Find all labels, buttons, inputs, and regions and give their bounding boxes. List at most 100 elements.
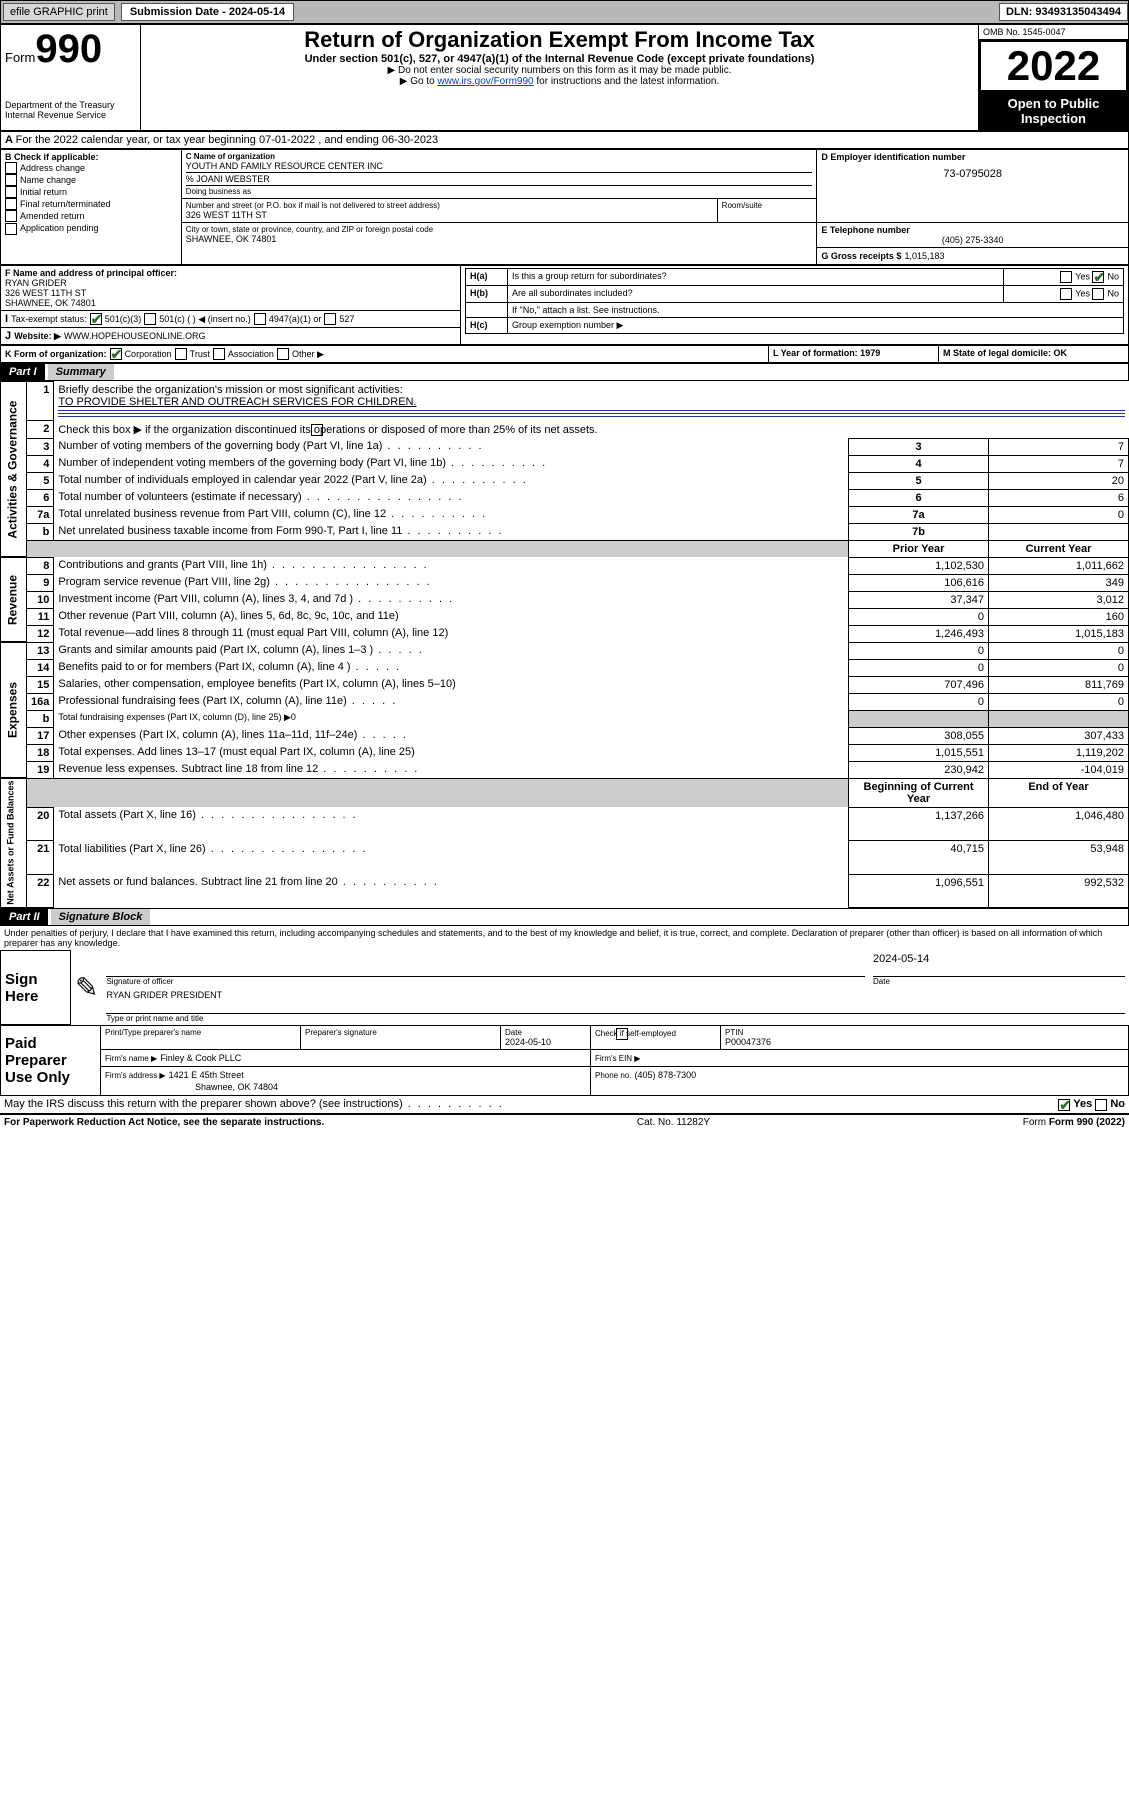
l19p: 230,942 bbox=[849, 761, 989, 778]
k-corp[interactable] bbox=[110, 348, 122, 360]
irs-link[interactable]: www.irs.gov/Form990 bbox=[437, 76, 533, 87]
k-trust[interactable] bbox=[175, 348, 187, 360]
i-4947[interactable] bbox=[254, 313, 266, 325]
pp-date-lbl: Date bbox=[505, 1028, 586, 1037]
tax-year: 2022 bbox=[979, 40, 1128, 92]
l20t: Total assets (Part X, line 16) bbox=[58, 809, 196, 821]
irs-label: Internal Revenue Service bbox=[5, 110, 136, 120]
l16at: Professional fundraising fees (Part IX, … bbox=[58, 695, 346, 707]
sign-here: Sign Here bbox=[1, 951, 71, 1025]
section-e-label: E Telephone number bbox=[821, 225, 1124, 235]
k-o1: Corporation bbox=[125, 349, 172, 359]
vlabel-net: Net Assets or Fund Balances bbox=[1, 778, 27, 908]
line-a-text: For the 2022 calendar year, or tax year … bbox=[16, 134, 439, 146]
l12c: 1,015,183 bbox=[989, 625, 1129, 642]
irs-discuss-yes[interactable] bbox=[1058, 1099, 1070, 1111]
section-m: M State of legal domicile: OK bbox=[939, 346, 1129, 363]
efile-print-button[interactable]: efile GRAPHIC print bbox=[3, 3, 115, 21]
irs-no-lbl: No bbox=[1110, 1098, 1125, 1110]
checkbox-initial-return[interactable] bbox=[5, 186, 17, 198]
l3n: 3 bbox=[27, 438, 54, 455]
i-o1: 501(c)(3) bbox=[105, 314, 142, 324]
firm-phone-lbl: Phone no. bbox=[595, 1071, 631, 1080]
submission-date: Submission Date - 2024-05-14 bbox=[121, 3, 294, 21]
l15t: Salaries, other compensation, employee b… bbox=[58, 678, 455, 690]
col-prior: Prior Year bbox=[849, 540, 989, 557]
goto-post: for instructions and the latest informat… bbox=[534, 76, 720, 87]
section-i-label: Tax-exempt status: bbox=[11, 314, 87, 324]
l11n: 11 bbox=[27, 608, 54, 625]
checkbox-name-change[interactable] bbox=[5, 174, 17, 186]
l7av: 0 bbox=[989, 506, 1129, 523]
l16bc bbox=[989, 710, 1129, 727]
l16an: 16a bbox=[27, 693, 54, 710]
h-b-text: Are all subordinates included? bbox=[508, 286, 1004, 303]
preparer-block: Paid Preparer Use Only Print/Type prepar… bbox=[0, 1025, 1129, 1096]
line2-checkbox[interactable] bbox=[311, 424, 323, 436]
col-beg: Beginning of Current Year bbox=[849, 778, 989, 807]
l7bv bbox=[989, 523, 1129, 540]
sig-officer-line[interactable] bbox=[106, 953, 865, 977]
l17t: Other expenses (Part IX, column (A), lin… bbox=[58, 729, 357, 741]
ptin-lbl: PTIN bbox=[725, 1028, 1124, 1037]
l6t: Total number of volunteers (estimate if … bbox=[58, 491, 301, 503]
l19c: -104,019 bbox=[989, 761, 1129, 778]
pp-date-val: 2024-05-10 bbox=[505, 1037, 586, 1047]
sig-date-lbl: Date bbox=[873, 977, 1125, 986]
k-o3: Association bbox=[228, 349, 274, 359]
self-employed-checkbox[interactable] bbox=[616, 1028, 628, 1040]
l16bp bbox=[849, 710, 989, 727]
l7bn: b bbox=[27, 523, 54, 540]
l8n: 8 bbox=[27, 557, 54, 574]
form-990: 990 bbox=[35, 27, 102, 71]
l7ab: 7a bbox=[849, 506, 989, 523]
org-name: YOUTH AND FAMILY RESOURCE CENTER INC bbox=[186, 161, 813, 171]
checkbox-application-pending[interactable] bbox=[5, 223, 17, 235]
i-501c[interactable] bbox=[144, 313, 156, 325]
vlabel-rev: Revenue bbox=[1, 557, 27, 642]
ptin-val: P00047376 bbox=[725, 1037, 1124, 1047]
l5v: 20 bbox=[989, 472, 1129, 489]
checkbox-address-change[interactable] bbox=[5, 162, 17, 174]
l22c: 992,532 bbox=[989, 874, 1129, 908]
l13t: Grants and similar amounts paid (Part IX… bbox=[58, 644, 373, 656]
hb-yes[interactable] bbox=[1060, 288, 1072, 300]
signature-block: Sign Here ✎ Signature of officer 2024-05… bbox=[0, 950, 1129, 1025]
l22t: Net assets or fund balances. Subtract li… bbox=[58, 876, 337, 888]
gov-row: 3Number of voting members of the governi… bbox=[1, 438, 1129, 455]
ha-yes[interactable] bbox=[1060, 271, 1072, 283]
l7bb: 7b bbox=[849, 523, 989, 540]
dln: DLN: 93493135043494 bbox=[999, 3, 1128, 21]
l9c: 349 bbox=[989, 574, 1129, 591]
checkbox-amended-return[interactable] bbox=[5, 210, 17, 222]
form-header: Form990 Department of the Treasury Inter… bbox=[0, 24, 1129, 131]
k-assoc[interactable] bbox=[213, 348, 225, 360]
l7at: Total unrelated business revenue from Pa… bbox=[58, 508, 386, 520]
l19t: Revenue less expenses. Subtract line 18 … bbox=[58, 763, 318, 775]
i-o2: 501(c) ( ) ◀ (insert no.) bbox=[159, 314, 250, 324]
sig-officer-lbl: Signature of officer bbox=[106, 977, 865, 986]
i-501c3[interactable] bbox=[90, 313, 102, 325]
ha-no[interactable] bbox=[1092, 271, 1104, 283]
part2-hdr: Part II bbox=[1, 909, 48, 925]
k-other[interactable] bbox=[277, 348, 289, 360]
l11c: 160 bbox=[989, 608, 1129, 625]
city-label: City or town, state or province, country… bbox=[186, 225, 813, 234]
l8c: 1,011,662 bbox=[989, 557, 1129, 574]
firm-name-lbl: Firm's name ▶ bbox=[105, 1054, 157, 1063]
irs-discuss-no[interactable] bbox=[1095, 1099, 1107, 1111]
section-d-label: D Employer identification number bbox=[821, 152, 1124, 162]
form-foot: Form 990 (2022) bbox=[1049, 1117, 1125, 1128]
i-527[interactable] bbox=[324, 313, 336, 325]
part2-title: Signature Block bbox=[51, 909, 151, 925]
l12n: 12 bbox=[27, 625, 54, 642]
hb-no[interactable] bbox=[1092, 288, 1104, 300]
l20n: 20 bbox=[27, 807, 54, 841]
officer-typed: RYAN GRIDER PRESIDENT bbox=[106, 990, 1125, 1014]
checkbox-final-return[interactable] bbox=[5, 198, 17, 210]
section-f-label: F Name and address of principal officer: bbox=[5, 268, 456, 278]
pp-name-lbl: Print/Type preparer's name bbox=[105, 1028, 296, 1037]
hb-yes-lbl: Yes bbox=[1075, 288, 1090, 298]
form-title: Return of Organization Exempt From Incom… bbox=[145, 27, 974, 53]
firm-ein-lbl: Firm's EIN ▶ bbox=[595, 1054, 640, 1063]
